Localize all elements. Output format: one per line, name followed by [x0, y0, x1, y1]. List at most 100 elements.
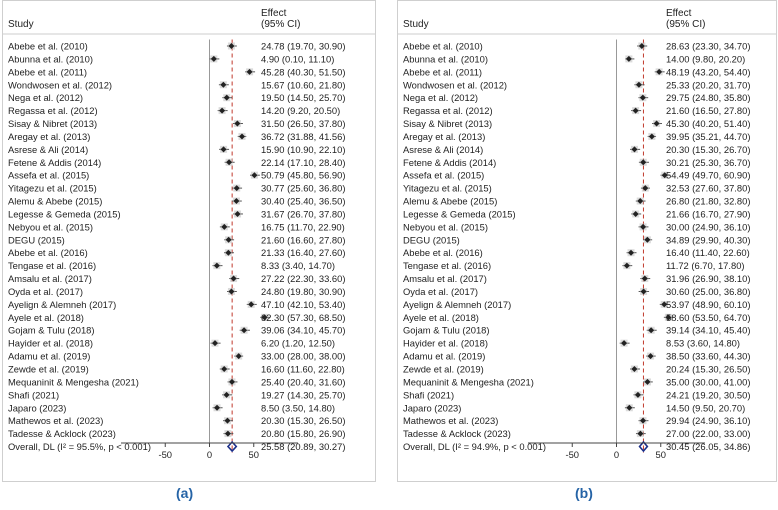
study-name: Ayele et al. (2018) — [8, 312, 84, 323]
study-name: Mequaninit & Mengesha (2021) — [8, 376, 139, 387]
point-estimate — [631, 366, 638, 372]
panel-caption-a: (a) — [176, 485, 194, 501]
point-estimate — [648, 327, 655, 334]
point-estimate — [228, 288, 235, 295]
study-name: Legesse & Gemeda (2015) — [8, 208, 121, 219]
effect-ci-label: 14.00 (9.80, 20.20) — [666, 53, 745, 64]
point-estimate — [640, 288, 647, 295]
effect-ci-label: 8.50 (3.50, 14.80) — [261, 402, 335, 413]
header-study: Study — [8, 19, 34, 30]
study-name: Nebyou et al. (2015) — [403, 221, 488, 232]
study-name: Yitagezu et al. (2015) — [403, 183, 492, 194]
point-estimate — [238, 133, 245, 140]
study-name: Wondwosen et al. (2012) — [8, 79, 112, 90]
point-estimate — [261, 314, 268, 321]
study-name: Nebyou et al. (2015) — [8, 221, 93, 232]
effect-ci-label: 29.94 (24.90, 36.10) — [666, 415, 750, 426]
study-name: Fetene & Addis (2014) — [403, 157, 496, 168]
study-name: Abunna et al. (2010) — [8, 53, 93, 64]
header-ci: (95% CI) — [666, 19, 705, 30]
effect-ci-label: 28.63 (23.30, 34.70) — [666, 41, 750, 52]
study-name: Legesse & Gemeda (2015) — [403, 208, 516, 219]
effect-ci-label: 30.00 (24.90, 36.10) — [666, 221, 750, 232]
study-name: Hayider et al. (2018) — [8, 338, 93, 349]
study-name: Regassa et al. (2012) — [403, 105, 493, 116]
effect-ci-label: 15.67 (10.60, 21.80) — [261, 79, 345, 90]
point-estimate — [235, 353, 242, 360]
effect-ci-label: 24.21 (19.20, 30.50) — [666, 389, 750, 400]
effect-ci-label: 26.80 (21.80, 32.80) — [666, 196, 750, 207]
study-name: Mathewos et al. (2023) — [403, 415, 498, 426]
effect-ci-label: 38.50 (33.60, 44.30) — [666, 351, 750, 362]
study-name: Sisay & Nibret (2013) — [8, 118, 97, 129]
point-estimate — [656, 68, 663, 75]
point-estimate — [661, 172, 668, 179]
point-estimate — [631, 146, 638, 153]
study-name: Ayelign & Alemneh (2017) — [403, 299, 511, 310]
study-name: Shafi (2021) — [8, 389, 59, 400]
study-name: Sisay & Nibret (2013) — [403, 118, 492, 129]
effect-ci-label: 34.89 (29.90, 40.30) — [666, 234, 750, 245]
effect-ci-label: 58.60 (53.50, 64.70) — [666, 312, 750, 323]
point-estimate — [625, 55, 632, 62]
overall-effect-label: 30.45 (26.05, 34.86) — [666, 441, 750, 452]
study-name: Nega et al. (2012) — [8, 92, 83, 103]
study-name: DEGU (2015) — [8, 234, 65, 245]
point-estimate — [233, 198, 240, 205]
study-name: Adamu et al. (2019) — [8, 351, 90, 362]
point-estimate — [640, 159, 647, 166]
effect-ci-label: 53.97 (48.90, 60.10) — [666, 299, 750, 310]
forest-plot-a: Study Effect(95% CI) Abebe et al. (2010) 24… — [3, 8, 375, 460]
header-effect: Effect — [666, 8, 692, 19]
effect-ci-label: 39.95 (35.21, 44.70) — [666, 131, 750, 142]
point-estimate — [234, 210, 241, 217]
effect-ci-label: 19.27 (14.30, 25.70) — [261, 389, 345, 400]
overall-diamond — [226, 440, 238, 453]
study-name: Asrese & Ali (2014) — [8, 144, 88, 155]
point-estimate — [246, 68, 253, 75]
study-name: Abebe et al. (2016) — [403, 247, 483, 258]
study-name: Yitagezu et al. (2015) — [8, 183, 97, 194]
point-estimate — [221, 366, 228, 372]
point-estimate — [213, 262, 220, 269]
point-estimate — [233, 185, 240, 192]
overall-diamond — [638, 440, 649, 453]
effect-ci-label: 30.60 (25.00, 36.80) — [666, 286, 750, 297]
header-study: Study — [403, 19, 429, 30]
point-estimate — [623, 262, 630, 269]
effect-ci-label: 35.00 (30.00, 41.00) — [666, 376, 750, 387]
point-estimate — [641, 275, 648, 282]
study-name: Amsalu et al. (2017) — [8, 273, 92, 284]
study-name: Aregay et al. (2013) — [8, 131, 90, 142]
x-tick-label: 0 — [207, 449, 212, 460]
effect-ci-label: 31.50 (26.50, 37.80) — [261, 118, 345, 129]
overall-label: Overall, DL (I² = 95.5%, p < 0.001) — [8, 441, 151, 452]
x-tick-label: 50 — [249, 449, 259, 460]
effect-ci-label: 48.19 (43.20, 54.40) — [666, 66, 750, 77]
header-effect: Effect — [261, 8, 287, 19]
study-name: Abebe et al. (2010) — [8, 41, 88, 52]
point-estimate — [653, 120, 660, 127]
point-estimate — [665, 314, 672, 321]
study-name: Assefa et al. (2015) — [403, 170, 484, 181]
point-estimate — [224, 430, 231, 437]
effect-ci-label: 36.72 (31.88, 41.56) — [261, 131, 345, 142]
effect-ci-label: 8.33 (3.40, 14.70) — [261, 260, 335, 271]
point-estimate — [211, 340, 218, 347]
effect-ci-label: 21.66 (16.70, 27.90) — [666, 208, 750, 219]
effect-ci-label: 11.72 (6.70, 17.80) — [666, 260, 745, 271]
point-estimate — [220, 81, 227, 88]
effect-ci-label: 20.30 (15.30, 26.50) — [261, 415, 345, 426]
study-name: Tadesse & Acklock (2023) — [403, 428, 511, 439]
point-estimate — [219, 107, 226, 114]
point-estimate — [639, 94, 646, 101]
study-name: Asrese & Ali (2014) — [403, 144, 483, 155]
effect-ci-label: 27.22 (22.30, 33.60) — [261, 273, 345, 284]
study-name: Zewde et al. (2019) — [403, 364, 484, 375]
study-name: Tengase et al. (2016) — [8, 260, 96, 271]
point-estimate — [639, 417, 646, 424]
effect-ci-label: 54.49 (49.70, 60.90) — [666, 170, 750, 181]
effect-ci-label: 20.30 (15.30, 26.70) — [666, 144, 750, 155]
point-estimate — [635, 81, 642, 88]
forest-plot-panel-a: Study Effect (95% CI) Abebe et al. (2010) 24… — [2, 0, 376, 482]
